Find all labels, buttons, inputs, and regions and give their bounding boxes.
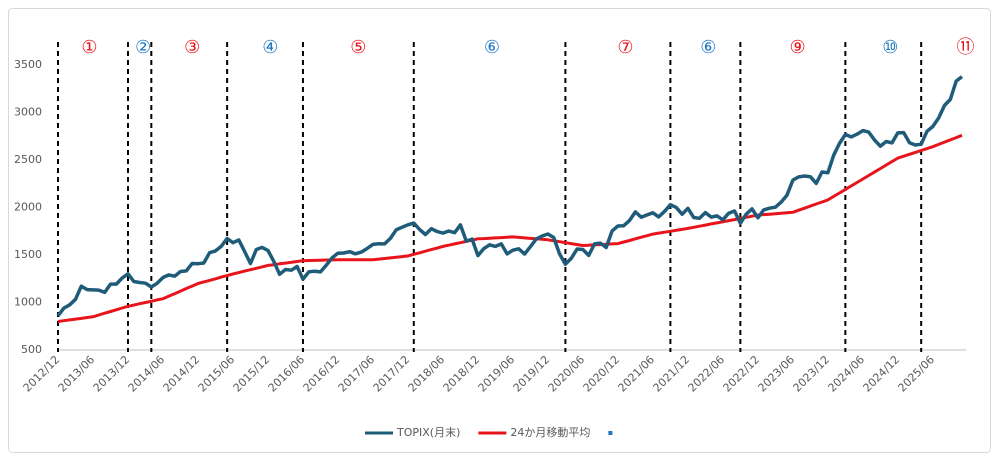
- legend-label: TOPIX(月末): [396, 425, 460, 439]
- legend-label: 24か月移動平均: [510, 425, 590, 439]
- y-tick-label: 1000: [14, 296, 42, 309]
- y-tick-label: 3500: [14, 58, 42, 71]
- period-label: ⑥: [484, 37, 500, 58]
- y-tick-label: 1500: [14, 248, 42, 261]
- period-label: ⑥: [700, 37, 716, 58]
- period-label: ②: [135, 37, 151, 58]
- y-tick-label: 2500: [14, 153, 42, 166]
- y-tick-label: 500: [21, 343, 42, 356]
- period-label: ⑦: [617, 37, 633, 58]
- period-label: ①: [81, 37, 97, 58]
- legend-marker: [608, 431, 613, 435]
- period-label: ⑪: [956, 37, 974, 58]
- period-label: ⑩: [882, 37, 898, 58]
- y-tick-label: 3000: [14, 106, 42, 119]
- chart-frame: [8, 8, 991, 453]
- series-line: [56, 75, 964, 317]
- series-line: [57, 133, 963, 323]
- period-label: ⑤: [350, 37, 366, 58]
- period-label: ④: [262, 37, 278, 58]
- y-tick-label: 2000: [14, 201, 42, 214]
- period-label: ③: [184, 37, 200, 58]
- period-label: ⑨: [789, 37, 805, 58]
